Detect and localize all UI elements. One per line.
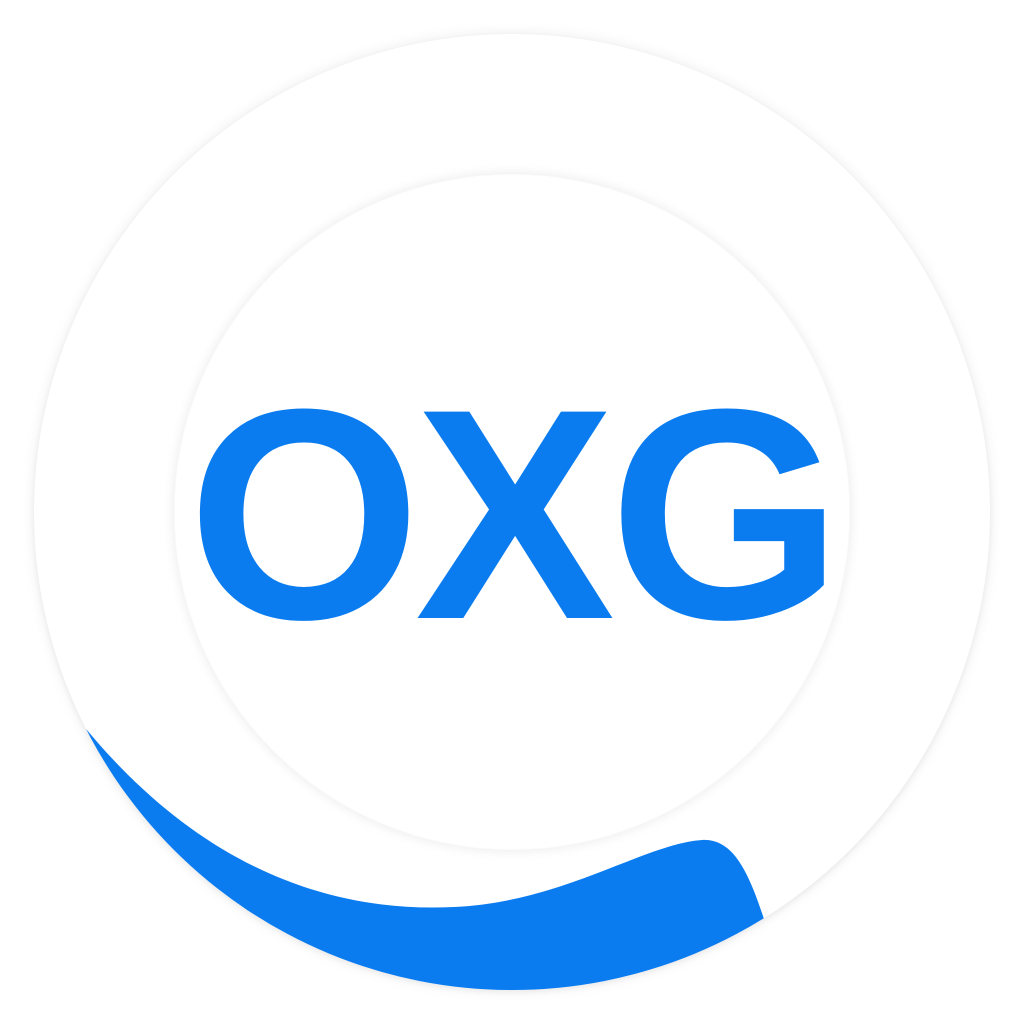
wave-shape — [34, 714, 790, 990]
inner-disc — [174, 174, 850, 850]
wave-swoosh — [34, 714, 790, 990]
